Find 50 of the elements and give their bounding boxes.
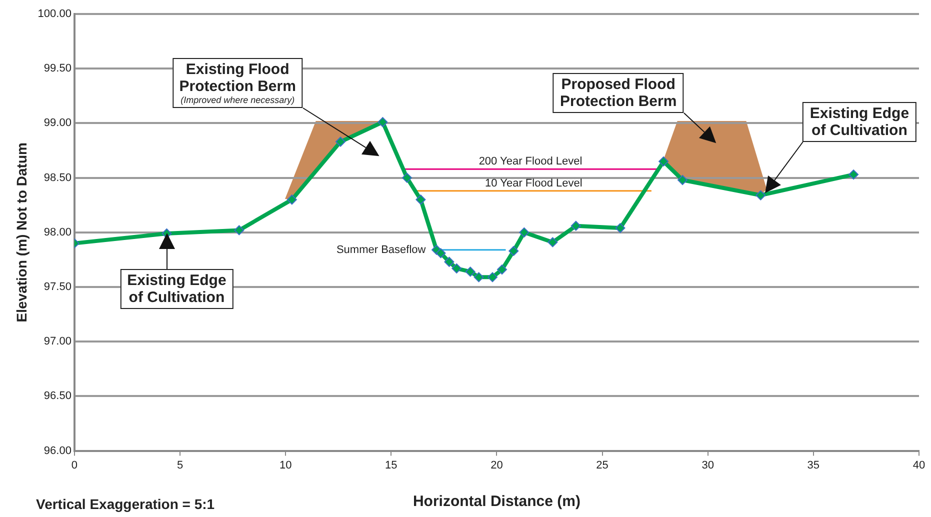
- point: [286, 194, 297, 205]
- point: [452, 263, 462, 274]
- y-tick-label: 96.50: [44, 390, 72, 402]
- x-tick-label: 20: [490, 459, 503, 472]
- series-label: 200 Year Flood Level: [478, 156, 582, 168]
- point: [658, 156, 669, 166]
- point: [678, 174, 688, 185]
- x-tick-label: 30: [702, 459, 714, 472]
- y-axis-title: Elevation (m) Not to Datum: [13, 142, 30, 322]
- annotation: Existing Flood Protection Berm (Improved where necessary): [179, 61, 296, 106]
- annotation: Existing Edge of Cultivation: [127, 272, 226, 306]
- x-axis-title: Horizontal Distance (m): [412, 493, 580, 510]
- point: [436, 248, 446, 258]
- point: [508, 246, 519, 256]
- text: Vertical Exaggeration = 5:1: [36, 496, 215, 512]
- y-tick-label: 97.50: [44, 281, 72, 294]
- point: [378, 117, 388, 128]
- y-tick-label: 97.00: [44, 336, 72, 348]
- y-tick-label: 99.00: [44, 117, 72, 130]
- x-tick-label: 15: [385, 459, 398, 472]
- y-tick-label: 96.00: [44, 444, 72, 457]
- annotation: Proposed Flood Protection Berm: [560, 76, 677, 110]
- point: [416, 194, 426, 205]
- point: [402, 172, 412, 183]
- point: [615, 223, 626, 234]
- series-label: Summer Baseflow: [336, 244, 426, 256]
- point: [444, 256, 454, 267]
- series-label: 10 Year Flood Level: [485, 177, 582, 190]
- point: [488, 272, 498, 282]
- point: [497, 264, 507, 275]
- y-tick-label: 98.00: [44, 226, 72, 238]
- x-tick-label: 25: [596, 459, 608, 472]
- point: [570, 220, 581, 231]
- x-tick-label: 10: [279, 459, 292, 472]
- point: [465, 266, 476, 277]
- x-tick-label: 35: [807, 459, 820, 472]
- point: [474, 272, 484, 282]
- y-tick-label: 98.50: [44, 172, 72, 184]
- annotation: Existing Edge of Cultivation: [810, 105, 910, 140]
- x-tick-label: 5: [176, 459, 184, 472]
- point: [234, 225, 244, 236]
- point: [848, 170, 859, 180]
- point: [519, 227, 530, 238]
- point: [756, 190, 766, 200]
- x-tick-label: 40: [912, 459, 926, 472]
- point: [335, 136, 346, 147]
- point: [548, 237, 558, 248]
- y-tick-label: 99.50: [44, 62, 72, 75]
- x-tick-label: 0: [71, 459, 78, 472]
- y-tick-label: 100.00: [38, 8, 72, 20]
